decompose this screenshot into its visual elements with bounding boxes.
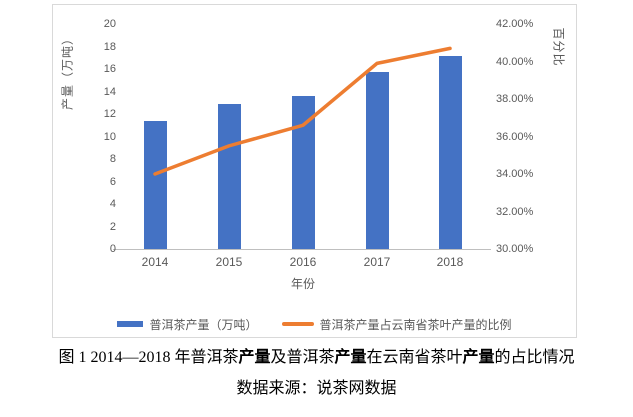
left-axis-tick: 12 [103,108,116,120]
legend-label-production: 普洱茶产量（万吨） [149,317,258,332]
bar-2015 [217,103,241,249]
x-axis-label-2015: 2015 [215,255,243,269]
left-axis-tick: 8 [109,153,116,165]
right-axis-tick: 34.00% [496,168,534,180]
line-swatch-icon [281,322,314,326]
bar-2018 [438,55,462,249]
data-source-caption: 数据来源：说茶网数据 [236,380,397,397]
right-axis-tick: 38.00% [496,93,534,105]
legend: 普洱茶产量（万吨） 普洱茶产量占云南省茶叶产量的比例 [53,312,576,336]
left-axis-tick: 20 [103,18,116,30]
left-axis-tick: 18 [103,40,116,53]
legend-label-percentage: 普洱茶产量占云南省茶叶产量的比例 [319,317,512,332]
x-axis-title: 年份 [290,277,315,291]
bar-2014 [143,120,167,249]
left-axis-tick: 0 [109,243,116,255]
left-axis-tick: 10 [103,130,116,143]
legend-item-percentage: 普洱茶产量占云南省茶叶产量的比例 [281,316,512,333]
x-axis-label-2017: 2017 [363,255,391,269]
right-axis-tick: 36.00% [496,130,534,143]
left-axis-tick: 6 [109,175,116,188]
chart-area: 产量（万吨） 百分比 20 18 16 14 12 10 8 6 4 2 0 42.00% 40.00… [52,4,577,338]
right-axis-tick: 30.00% [496,243,534,255]
x-axis-line [113,249,491,250]
left-axis-tick: 16 [103,63,116,75]
right-axis-tick: 32.00% [496,205,534,218]
x-axis-label-2014: 2014 [141,255,169,269]
bar-swatch-icon [117,321,144,327]
left-axis-tick: 2 [109,220,116,233]
left-axis-title: 产量（万吨） [60,31,75,111]
right-axis-tick: 40.00% [496,55,534,68]
figure-caption: 图 1 2014—2018 年普洱茶产量及普洱茶产量在云南省茶叶产量的占比情况 [58,349,575,366]
bar-2017 [365,72,389,249]
legend-item-production: 普洱茶产量（万吨） [117,316,258,333]
x-axis-label-2016: 2016 [289,255,317,269]
right-axis-tick: 42.00% [496,18,534,30]
bar-2016 [291,96,315,249]
left-axis-tick: 14 [103,85,116,98]
x-axis-label-2018: 2018 [436,255,464,269]
caption-block: 图 1 2014—2018 年普洱茶产量及普洱茶产量在云南省茶叶产量的占比情况 … [0,347,633,400]
left-axis-tick: 4 [109,198,116,210]
